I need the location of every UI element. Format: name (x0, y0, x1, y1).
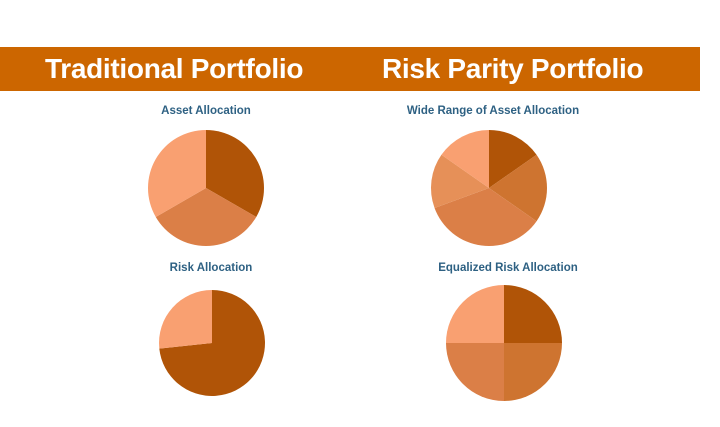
pie-slice (504, 343, 562, 401)
pie-svg (147, 130, 265, 247)
caption-equalized-risk-allocation: Equalized Risk Allocation (438, 262, 578, 274)
caption-risk-allocation: Risk Allocation (169, 262, 253, 274)
pie-chart-risk-allocation (157, 288, 267, 398)
pie-svg (158, 290, 265, 396)
header-banner: Traditional Portfolio Risk Parity Portfo… (0, 47, 700, 91)
pie-slice (158, 290, 212, 349)
pie-slice (430, 154, 489, 208)
pie-slice (434, 188, 537, 247)
pie-slice (446, 285, 504, 343)
pie-chart-asset-allocation (146, 128, 266, 248)
traditional-portfolio-title: Traditional Portfolio (45, 53, 304, 84)
pie-chart-equalized-risk-allocation (444, 283, 564, 403)
pie-chart-wide-range-of-asset-allocation (429, 128, 549, 248)
pie-slice (446, 343, 504, 401)
pie-slice (147, 130, 206, 217)
caption-asset-allocation: Asset Allocation (161, 105, 251, 117)
pie-svg (446, 285, 562, 401)
pie-slice (155, 188, 257, 247)
caption-wide-range-of-asset-allocation: Wide Range of Asset Allocation (406, 105, 580, 117)
pie-svg (430, 130, 548, 247)
risk-parity-portfolio-title: Risk Parity Portfolio (382, 53, 644, 84)
pie-slice (206, 130, 265, 217)
pie-slice (489, 154, 548, 222)
pie-slice (159, 290, 265, 396)
pie-slice (504, 285, 562, 343)
pie-slice (441, 130, 489, 188)
pie-slice (489, 130, 537, 188)
